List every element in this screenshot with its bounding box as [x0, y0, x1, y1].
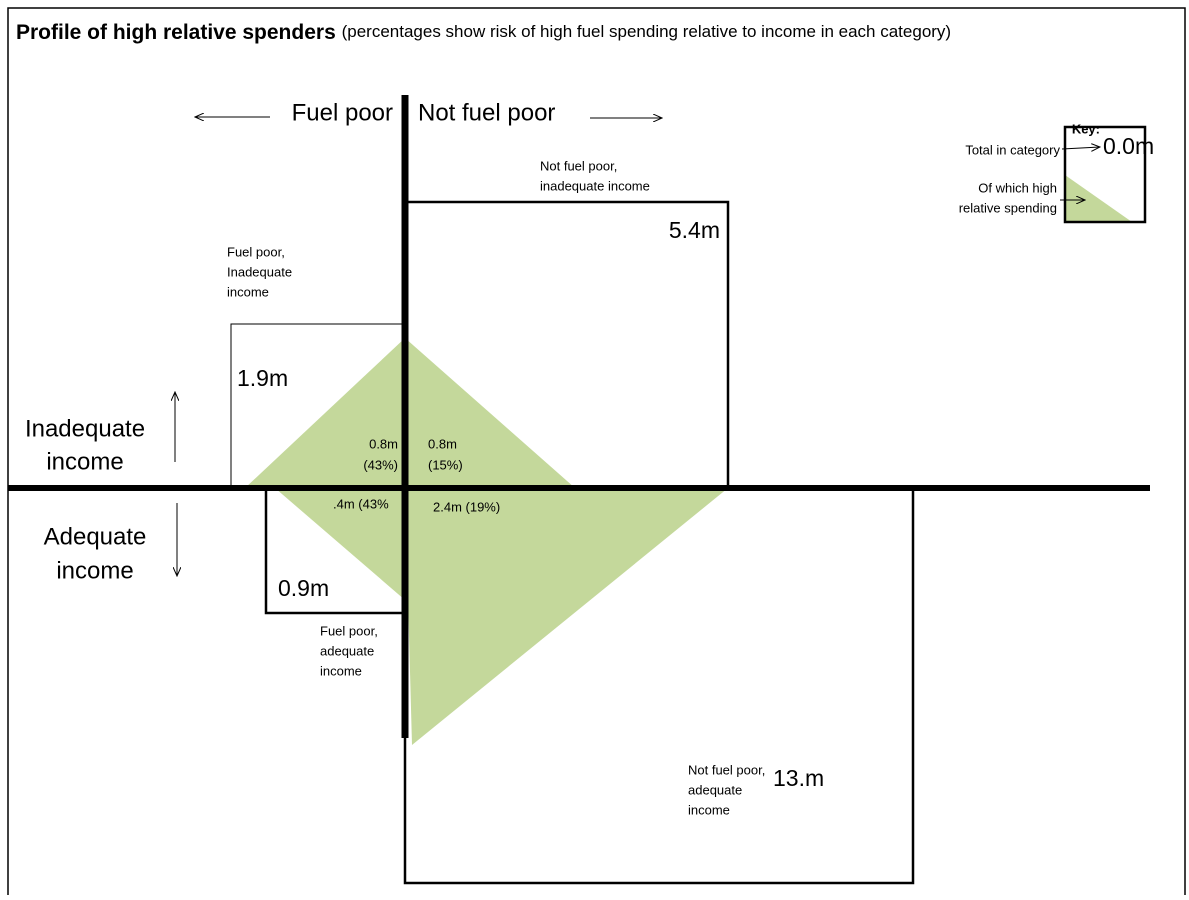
- key-label: Total in category: [965, 142, 1060, 157]
- key-title: Key:: [1072, 121, 1100, 136]
- high-spending-label: 0.8m: [428, 436, 457, 451]
- key-example: 0.0m: [1103, 133, 1154, 159]
- category-total: 13.m: [773, 765, 824, 791]
- category-label: income: [320, 663, 362, 678]
- category-label: adequate: [320, 643, 374, 658]
- high-spending-label: .4m (43%: [333, 496, 389, 511]
- category-label: Inadequate: [227, 264, 292, 279]
- high-spending-label: 2.4m (19%): [433, 499, 500, 514]
- category-label: income: [227, 284, 269, 299]
- key: Key: Total in category 0.0m Of which hig…: [959, 121, 1154, 224]
- key-label: Of which high: [978, 180, 1057, 195]
- high-spending-label: (43%): [363, 457, 398, 472]
- axis-label: Not fuel poor: [418, 99, 555, 126]
- category-total: 1.9m: [237, 365, 288, 391]
- axis-label: Fuel poor: [292, 99, 393, 126]
- category-label: Fuel poor,: [227, 244, 285, 259]
- key-label: relative spending: [959, 200, 1057, 215]
- category-total: 5.4m: [669, 217, 720, 243]
- high-spending-label: (15%): [428, 457, 463, 472]
- category-label: Fuel poor,: [320, 623, 378, 638]
- category-total: 0.9m: [278, 575, 329, 601]
- category-label: Not fuel poor,: [540, 158, 617, 173]
- frame: [7, 7, 1186, 900]
- category-label: Not fuel poor,: [688, 762, 765, 777]
- axis-label: Adequate: [44, 523, 147, 550]
- axis-label: income: [56, 557, 133, 584]
- category-label: inadequate income: [540, 178, 650, 193]
- high-spending-areas: [245, 338, 728, 745]
- category-label: income: [688, 802, 730, 817]
- high-spending-label: 0.8m: [369, 436, 398, 451]
- axis-label: Inadequate: [25, 415, 145, 442]
- category-label: adequate: [688, 782, 742, 797]
- axis-label: income: [46, 448, 123, 475]
- title: Profile of high relative spenders (perce…: [16, 21, 951, 44]
